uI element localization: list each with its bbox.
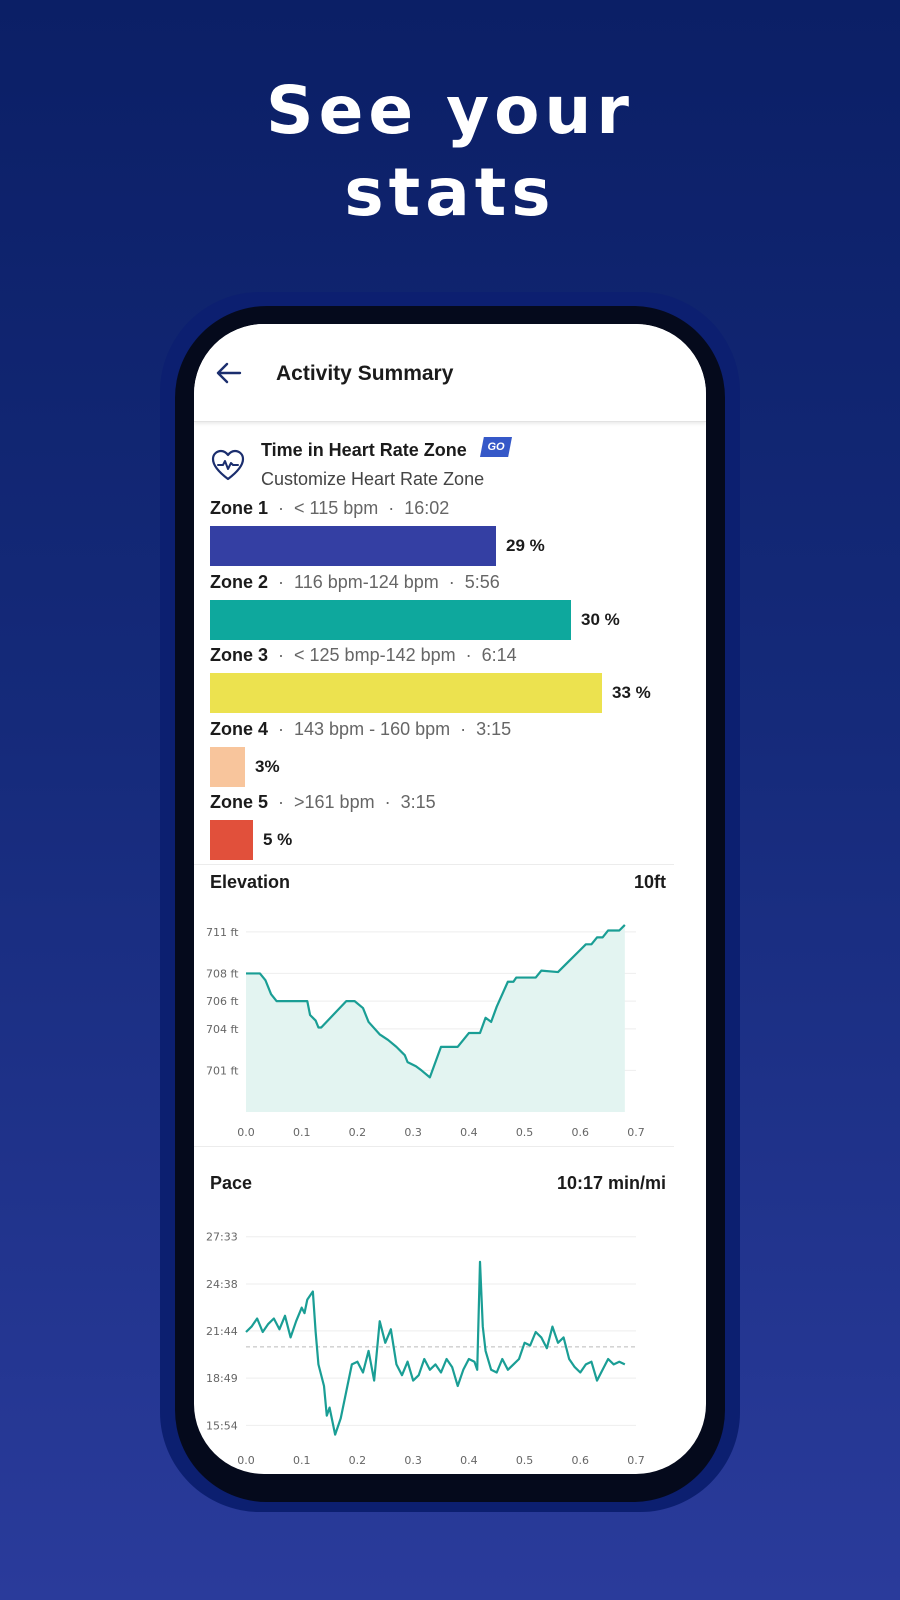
elevation-value: 10ft [633,872,666,892]
y-tick-label: 706 ft [206,995,239,1008]
elevation-label: Elevation [210,872,291,892]
zone-row-3: Zone 3 · < 125 bmp-142 bpm · 6:14 [210,645,517,666]
zone-percent-4: 3% [255,756,280,776]
zone-range-time: · 143 bpm - 160 bpm · 3:15 [268,718,512,739]
zone-percent-3: 33 % [612,683,651,702]
y-tick-label: 27:33 [206,1231,238,1244]
area-fill [246,924,625,1112]
headline: See your stats [0,70,900,234]
y-tick-label: 21:44 [206,1325,238,1338]
headline-line-2: stats [344,154,556,231]
x-tick-label: 0.4 [460,1126,478,1139]
zone-percent-2: 30 % [581,609,620,629]
customize-heart-rate-zone-link[interactable]: Customize Heart Rate Zone [261,469,485,489]
zone-bar-2 [210,599,571,640]
y-tick-label: 708 ft [206,967,239,980]
zone-percent-5: 5 % [263,830,293,849]
x-tick-label: 0.2 [349,1126,367,1139]
pace-chart: 27:33 24:38 21:44 18:49 15:54 0.0 0.1 0.2 0.3 0.4… [206,1231,645,1467]
phone-screen: Activity Summary Time in Heart Rate Zone… [194,324,706,1474]
x-tick-label: 0.3 [404,1126,422,1139]
zone-range-time: · < 125 bmp-142 bpm · 6:14 [268,645,517,665]
zone-name: Zone 2 [210,571,269,592]
y-tick-label: 701 ft [206,1064,239,1077]
x-tick-label: 0.7 [627,1126,645,1139]
zone-range-time: · >161 bpm · 3:15 [268,792,436,812]
x-tick-label: 0.6 [572,1126,590,1139]
x-tick-label: 0.5 [516,1454,534,1467]
y-tick-label: 18:49 [206,1372,238,1385]
zone-bar-4 [210,746,245,787]
headline-line-1: See your [266,72,634,149]
y-tick-label: 15:54 [206,1419,238,1432]
x-tick-label: 0.4 [460,1454,478,1467]
pace-value: 10:17 min/mi [556,1173,666,1193]
x-tick-label: 0.2 [349,1454,367,1467]
zone-percent-1: 29 % [506,536,545,555]
series-line [245,1260,626,1436]
x-tick-label: 0.6 [572,1454,590,1467]
x-tick-label: 0.7 [627,1454,645,1467]
x-tick-label: 0.1 [293,1126,311,1139]
zone-name: Zone 1 [210,498,269,518]
divider [194,864,674,865]
page-title: Activity Summary [276,362,454,385]
zone-name: Zone 4 [210,718,269,739]
zone-range-time: · 116 bpm-124 bpm · 5:56 [268,571,500,592]
heart-rate-icon [210,448,246,484]
zone-name: Zone 5 [210,792,269,812]
zone-bar-3 [210,673,602,713]
app-bar: Activity Summary [194,324,706,422]
zone-bar-5 [210,820,253,860]
zone-range-time: · < 115 bpm · 16:02 [268,498,450,518]
zone-row-5: Zone 5 · >161 bpm · 3:15 [210,792,436,813]
x-tick-label: 0.3 [404,1454,422,1467]
zone-row-4: Zone 4 · 143 bpm - 160 bpm · 3:15 [210,719,511,740]
x-tick-label: 0.1 [293,1454,311,1467]
zone-bar-1 [210,526,496,566]
back-arrow-icon[interactable] [214,358,244,388]
go-badge: GO [480,437,512,457]
zone-row-1: Zone 1 · < 115 bpm · 16:02 [210,498,449,519]
elevation-chart: 711 ft 708 ft 706 ft 704 ft 701 ft 0.0 0.1 0.2 0… [206,924,645,1139]
y-tick-label: 711 ft [206,926,239,939]
zone-row-2: Zone 2 · 116 bpm-124 bpm · 5:56 [210,572,500,593]
x-tick-label: 0.0 [237,1454,255,1467]
series-line [246,924,626,1079]
x-tick-label: 0.5 [516,1126,534,1139]
x-tick-label: 0.0 [237,1126,255,1139]
pace-label: Pace [210,1173,253,1193]
divider [194,1146,674,1147]
heart-rate-zone-title: Time in Heart Rate Zone [261,440,467,460]
y-tick-label: 24:38 [206,1278,238,1291]
zone-name: Zone 3 [210,645,269,665]
y-tick-label: 704 ft [206,1023,239,1036]
